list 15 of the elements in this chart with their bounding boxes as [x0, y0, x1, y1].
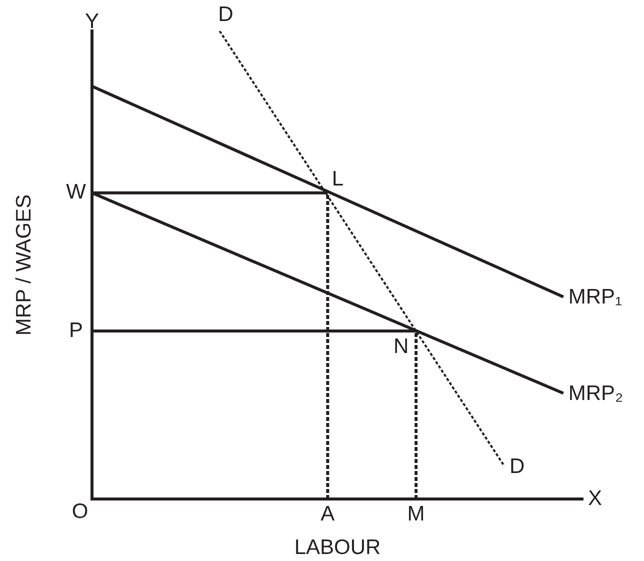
text: D — [218, 2, 234, 26]
series-label: D — [509, 455, 525, 478]
series-label: MRP₂ — [568, 382, 624, 406]
x-axis-title: LABOUR — [294, 536, 381, 560]
annotation: L — [332, 168, 344, 191]
y-axis-title: MRP / WAGES — [12, 194, 36, 336]
series-label: P — [68, 318, 84, 342]
text: O — [72, 500, 88, 523]
annotation: Y — [84, 10, 100, 33]
annotation: N — [393, 334, 409, 358]
series-label: W — [66, 180, 86, 204]
x-tick-label: A — [320, 502, 335, 526]
x-tick-label: M — [407, 502, 425, 526]
text: X — [588, 486, 602, 510]
series-label: MRP₁ — [568, 286, 622, 309]
